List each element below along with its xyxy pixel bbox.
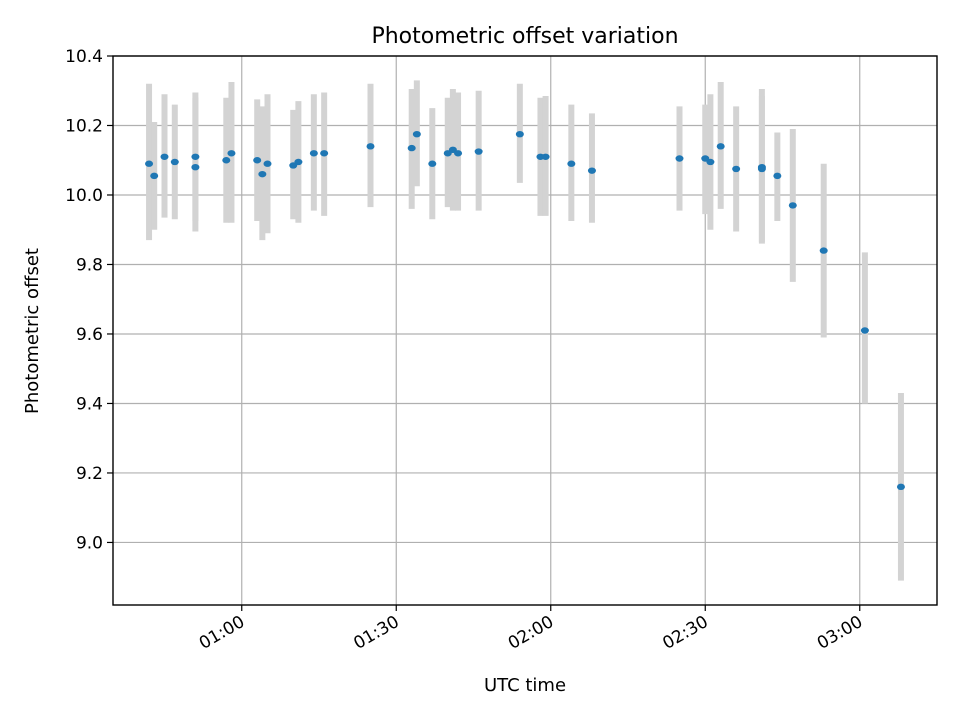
- data-point: [474, 148, 483, 155]
- chart-title: Photometric offset variation: [371, 24, 678, 49]
- data-point: [788, 202, 797, 209]
- data-point: [454, 150, 463, 157]
- data-point: [258, 170, 267, 178]
- data-point: [320, 150, 329, 157]
- data-point: [366, 143, 375, 150]
- data-point: [222, 157, 231, 164]
- x-tick-label: 01:00: [196, 612, 248, 654]
- data-point: [515, 130, 524, 138]
- data-point: [227, 150, 236, 157]
- data-point: [675, 155, 684, 162]
- y-tick-label: 10.0: [65, 186, 103, 206]
- data-point: [587, 167, 596, 174]
- data-point: [757, 165, 766, 173]
- x-tick-label: 02:00: [505, 612, 557, 654]
- error-bars: [146, 80, 904, 581]
- x-tick-label: 01:30: [350, 612, 402, 654]
- data-point: [150, 172, 159, 180]
- data-point: [191, 153, 200, 160]
- data-point: [860, 327, 869, 334]
- data-point: [412, 130, 421, 138]
- y-axis-label: Photometric offset: [22, 248, 43, 414]
- y-tick-label: 10.2: [65, 116, 103, 136]
- x-tick-label: 03:00: [814, 612, 866, 654]
- data-point: [706, 158, 715, 166]
- data-point: [191, 163, 200, 171]
- data-point: [294, 158, 303, 166]
- data-point: [732, 165, 741, 173]
- y-axis-ticks: 9.0 9.2 9.4 9.6 9.8 10.0 10.2 10.4: [65, 47, 113, 553]
- data-point: [170, 158, 179, 166]
- data-point: [428, 160, 437, 167]
- data-point: [773, 172, 782, 180]
- x-axis-label: UTC time: [484, 675, 566, 696]
- data-point: [263, 160, 272, 167]
- data-points: [145, 130, 905, 491]
- data-point: [896, 483, 905, 491]
- data-point: [541, 153, 550, 160]
- y-tick-label: 9.4: [76, 394, 103, 414]
- data-point: [160, 153, 169, 160]
- data-point: [716, 143, 725, 150]
- grid-lines: [113, 55, 937, 605]
- data-point: [145, 160, 154, 167]
- data-point: [567, 160, 576, 167]
- y-tick-label: 10.4: [65, 47, 103, 67]
- y-tick-label: 9.8: [76, 255, 103, 275]
- y-tick-label: 9.6: [76, 325, 103, 345]
- plot-frame: [112, 55, 938, 606]
- data-point: [309, 150, 318, 157]
- data-point: [253, 157, 262, 164]
- data-point: [819, 247, 828, 254]
- data-point: [407, 144, 416, 152]
- y-tick-label: 9.2: [76, 464, 103, 484]
- y-tick-label: 9.0: [76, 533, 103, 553]
- x-axis-ticks: 01:00 01:30 02:00 02:30 03:00: [196, 605, 866, 654]
- x-tick-label: 02:30: [659, 612, 711, 654]
